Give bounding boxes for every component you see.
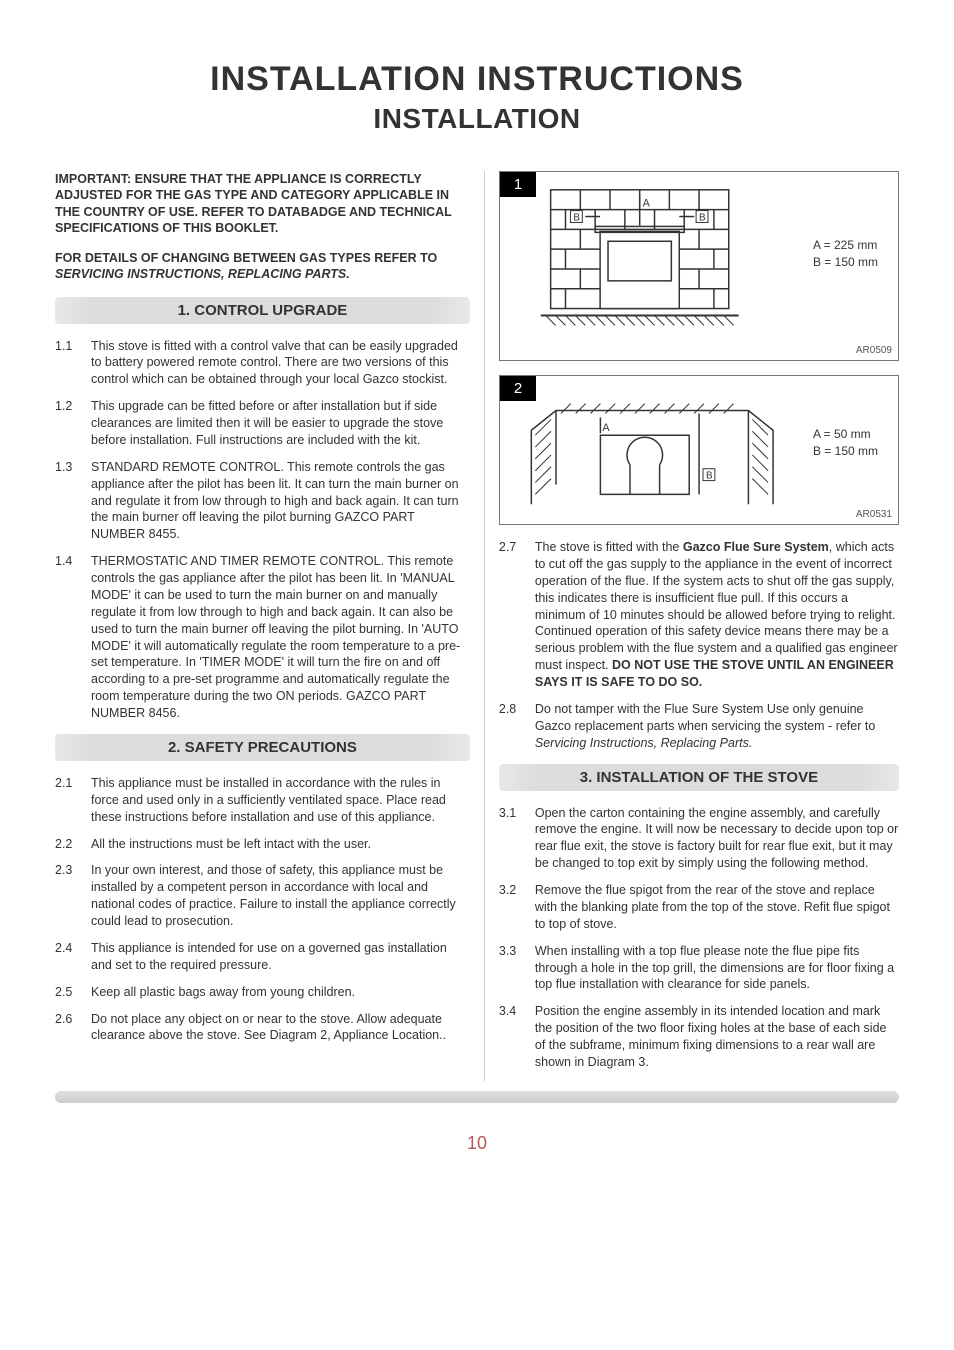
figure-1-code: AR0509 xyxy=(856,345,892,356)
fig1-dim-b: B = 150 mm xyxy=(813,254,878,271)
item-text: Remove the flue spigot from the rear of … xyxy=(535,882,899,933)
item-2-4: 2.4 This appliance is intended for use o… xyxy=(55,940,470,974)
item-3-2: 3.2 Remove the flue spigot from the rear… xyxy=(499,882,899,933)
item-1-2: 1.2 This upgrade can be fitted before or… xyxy=(55,398,470,449)
item-3-1: 3.1 Open the carton containing the engin… xyxy=(499,805,899,873)
item-1-1: 1.1 This stove is fitted with a control … xyxy=(55,338,470,389)
content-columns: IMPORTANT: ENSURE THAT THE APPLIANCE IS … xyxy=(55,171,899,1081)
item-text: This appliance must be installed in acco… xyxy=(91,775,470,826)
fig2-dim-b: B = 150 mm xyxy=(813,443,878,460)
item-text: Do not place any object on or near to th… xyxy=(91,1011,470,1045)
item-num: 1.4 xyxy=(55,553,91,722)
fig1-dim-a: A = 225 mm xyxy=(813,237,878,254)
item-text: The stove is fitted with the Gazco Flue … xyxy=(535,539,899,691)
item-2-8: 2.8 Do not tamper with the Flue Sure Sys… xyxy=(499,701,899,752)
svg-text:B: B xyxy=(573,212,580,223)
item-1-4: 1.4 THERMOSTATIC AND TIMER REMOTE CONTRO… xyxy=(55,553,470,722)
svg-text:A: A xyxy=(643,198,651,210)
item-2-7: 2.7 The stove is fitted with the Gazco F… xyxy=(499,539,899,691)
item-2-6: 2.6 Do not place any object on or near t… xyxy=(55,1011,470,1045)
item-2-3: 2.3 In your own interest, and those of s… xyxy=(55,862,470,930)
section-1-heading: 1. CONTROL UPGRADE xyxy=(55,297,470,324)
item-2-5: 2.5 Keep all plastic bags away from youn… xyxy=(55,984,470,1001)
item-num: 3.1 xyxy=(499,805,535,873)
item-num: 2.7 xyxy=(499,539,535,691)
item-num: 2.1 xyxy=(55,775,91,826)
item-text: Open the carton containing the engine as… xyxy=(535,805,899,873)
item-text: When installing with a top flue please n… xyxy=(535,943,899,994)
item-text: In your own interest, and those of safet… xyxy=(91,862,470,930)
item-text: Keep all plastic bags away from young ch… xyxy=(91,984,470,1001)
item-1-3: 1.3 STANDARD REMOTE CONTROL. This remote… xyxy=(55,459,470,543)
left-column: IMPORTANT: ENSURE THAT THE APPLIANCE IS … xyxy=(55,171,470,1081)
important-note-2: FOR DETAILS OF CHANGING BETWEEN GAS TYPE… xyxy=(55,250,470,283)
figure-1-dims: A = 225 mm B = 150 mm xyxy=(813,237,878,271)
item-num: 2.2 xyxy=(55,836,91,853)
item-num: 2.4 xyxy=(55,940,91,974)
item-2-8-b: Servicing Instructions, Replacing Parts. xyxy=(535,736,752,750)
figure-2-label: 2 xyxy=(500,376,536,401)
item-text: Position the engine assembly in its inte… xyxy=(535,1003,899,1071)
svg-text:B: B xyxy=(706,471,713,482)
right-column: 1 xyxy=(484,171,899,1081)
item-2-2: 2.2 All the instructions must be left in… xyxy=(55,836,470,853)
item-text: Do not tamper with the Flue Sure System … xyxy=(535,701,899,752)
figure-2-dims: A = 50 mm B = 150 mm xyxy=(813,426,878,460)
item-num: 2.8 xyxy=(499,701,535,752)
item-num: 2.6 xyxy=(55,1011,91,1045)
item-text: This appliance is intended for use on a … xyxy=(91,940,470,974)
item-num: 1.3 xyxy=(55,459,91,543)
item-2-7-c: , which acts to cut off the gas supply t… xyxy=(535,540,898,672)
item-num: 2.3 xyxy=(55,862,91,930)
item-2-7-b: Gazco Flue Sure System xyxy=(683,540,829,554)
item-2-1: 2.1 This appliance must be installed in … xyxy=(55,775,470,826)
item-2-8-a: Do not tamper with the Flue Sure System … xyxy=(535,702,875,733)
important-note-2a: FOR DETAILS OF CHANGING BETWEEN GAS TYPE… xyxy=(55,251,437,265)
fig2-dim-a: A = 50 mm xyxy=(813,426,878,443)
item-text: STANDARD REMOTE CONTROL. This remote con… xyxy=(91,459,470,543)
figure-1-label: 1 xyxy=(500,172,536,197)
item-num: 3.2 xyxy=(499,882,535,933)
item-num: 3.3 xyxy=(499,943,535,994)
item-text: All the instructions must be left intact… xyxy=(91,836,470,853)
section-2-heading: 2. SAFETY PRECAUTIONS xyxy=(55,734,470,761)
item-3-3: 3.3 When installing with a top flue plea… xyxy=(499,943,899,994)
item-text: This upgrade can be fitted before or aft… xyxy=(91,398,470,449)
footer-bar xyxy=(55,1091,899,1103)
figure-2-code: AR0531 xyxy=(856,509,892,520)
page-title-sub: INSTALLATION xyxy=(55,103,899,135)
item-num: 3.4 xyxy=(499,1003,535,1071)
item-text: This stove is fitted with a control valv… xyxy=(91,338,470,389)
section-3-heading: 3. INSTALLATION OF THE STOVE xyxy=(499,764,899,791)
page-title-main: INSTALLATION INSTRUCTIONS xyxy=(55,60,899,99)
svg-text:A: A xyxy=(602,422,610,434)
item-text: THERMOSTATIC AND TIMER REMOTE CONTROL. T… xyxy=(91,553,470,722)
figure-1: 1 xyxy=(499,171,899,361)
important-note-1: IMPORTANT: ENSURE THAT THE APPLIANCE IS … xyxy=(55,171,470,236)
figure-2: 2 xyxy=(499,375,899,525)
item-num: 1.1 xyxy=(55,338,91,389)
item-2-7-a: The stove is fitted with the xyxy=(535,540,683,554)
svg-text:B: B xyxy=(699,212,706,223)
page-number: 10 xyxy=(55,1133,899,1154)
item-3-4: 3.4 Position the engine assembly in its … xyxy=(499,1003,899,1071)
item-num: 2.5 xyxy=(55,984,91,1001)
item-num: 1.2 xyxy=(55,398,91,449)
important-note-2b: SERVICING INSTRUCTIONS, REPLACING PARTS. xyxy=(55,267,350,281)
